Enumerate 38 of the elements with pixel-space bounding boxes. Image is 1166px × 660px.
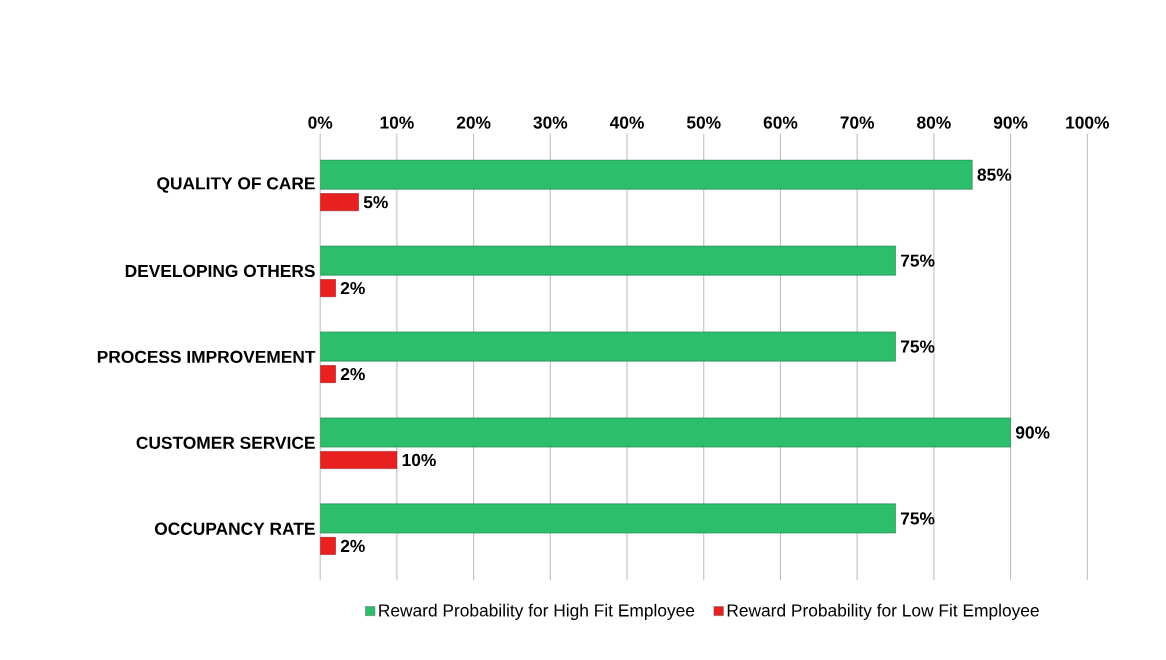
bar [320,365,336,383]
bar [320,331,896,362]
data-label: 75% [900,512,935,525]
data-label: 75% [900,340,935,353]
data-label: 2% [340,281,365,295]
x-tick-label: 70% [840,116,875,129]
legend-label: Reward Probability for High Fit Employee [379,603,695,620]
bar [320,279,336,297]
bar [320,450,398,469]
bar [320,536,336,555]
x-tick-label: 100% [1066,116,1110,129]
bar [320,417,1011,448]
bar [320,245,896,276]
y-tick-label: DEVELOPING OTHERS [125,264,315,277]
y-tick-label: PROCESS IMPROVEMENT [97,350,316,363]
data-label: 2% [340,367,365,380]
x-tick-label: 60% [763,116,798,129]
x-tick-label: 30% [533,116,568,129]
data-label: 10% [402,453,436,466]
data-label: 75% [900,254,935,267]
x-tick-label: 90% [993,116,1028,129]
y-tick-label: OCCUPANCY RATE [154,522,315,535]
bar [320,193,359,211]
data-label: 85% [977,168,1012,181]
x-tick-label: 0% [308,116,333,129]
data-label: 5% [363,195,388,209]
data-label: 2% [340,539,365,552]
bar [320,159,973,190]
x-tick-label: 20% [456,116,491,129]
x-tick-label: 40% [609,116,644,129]
legend-label: Reward Probability for Low Fit Employee [727,603,1039,620]
data-label: 90% [1015,426,1050,439]
bar [320,503,896,534]
y-tick-label: QUALITY OF CARE [157,177,315,193]
x-tick-label: 50% [686,116,721,129]
x-tick-label: 10% [380,116,414,129]
x-tick-label: 80% [917,116,951,129]
y-tick-label: CUSTOMER SERVICE [136,436,315,449]
